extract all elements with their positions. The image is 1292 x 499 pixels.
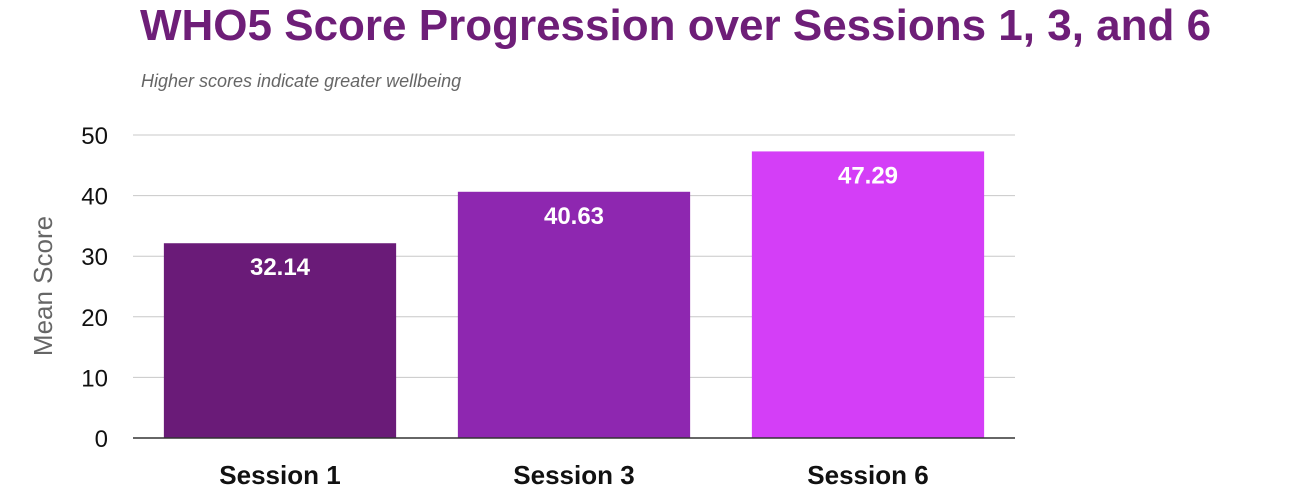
bar-value-labels: 32.14 40.63 47.29 bbox=[250, 162, 898, 281]
bar-value-label: 40.63 bbox=[544, 203, 604, 230]
bar-value-label: 32.14 bbox=[250, 254, 311, 281]
y-axis-label: Mean Score bbox=[28, 216, 58, 356]
y-axis-ticks: 0 10 20 30 40 50 bbox=[81, 123, 108, 453]
chart-title: WHO5 Score Progression over Sessions 1, … bbox=[140, 1, 1211, 50]
y-tick-label: 40 bbox=[81, 184, 108, 211]
x-tick-label: Session 6 bbox=[807, 460, 928, 490]
x-axis-ticks: Session 1 Session 3 Session 6 bbox=[219, 460, 928, 490]
bar bbox=[751, 151, 985, 438]
bar bbox=[163, 243, 397, 438]
chart-subtitle: Higher scores indicate greater wellbeing bbox=[141, 71, 461, 91]
y-tick-label: 10 bbox=[81, 365, 108, 392]
x-tick-label: Session 3 bbox=[513, 460, 634, 490]
y-tick-label: 0 bbox=[95, 426, 108, 453]
y-tick-label: 30 bbox=[81, 244, 108, 271]
y-tick-label: 50 bbox=[81, 123, 108, 150]
bar-value-label: 47.29 bbox=[838, 162, 898, 189]
x-tick-label: Session 1 bbox=[219, 460, 340, 490]
y-tick-label: 20 bbox=[81, 305, 108, 332]
bar bbox=[457, 191, 691, 438]
bars bbox=[163, 151, 985, 438]
